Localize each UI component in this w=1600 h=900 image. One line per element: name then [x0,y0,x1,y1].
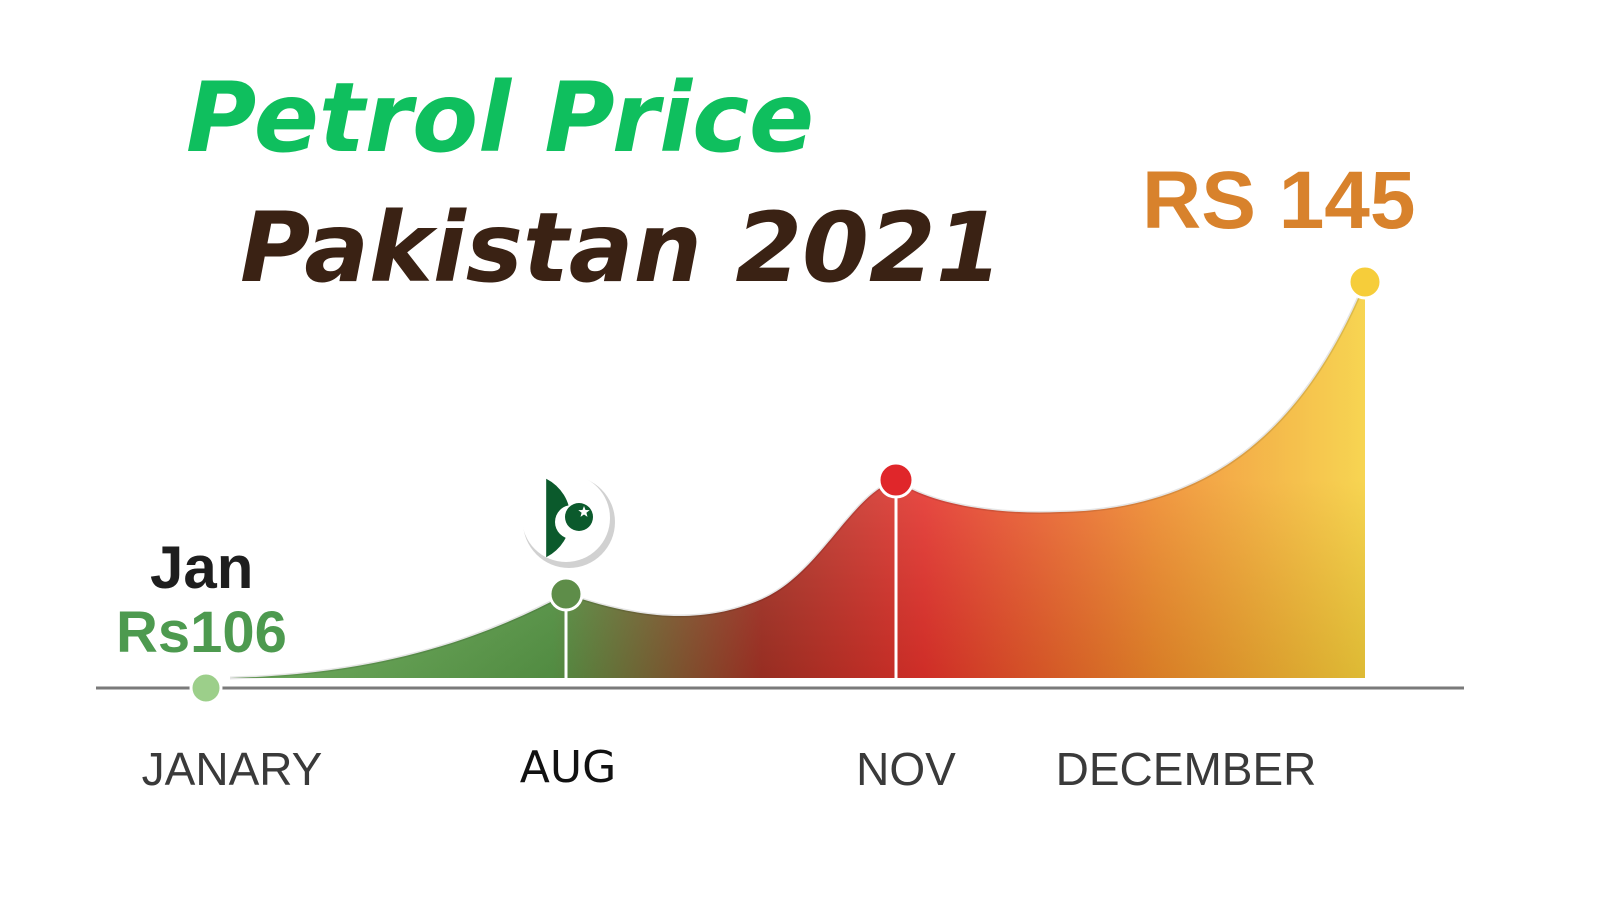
peak-value-label: RS 145 [1142,155,1416,246]
start-month-label: Jan [150,534,254,601]
data-point-december [1347,264,1383,300]
data-point-aug [548,576,584,612]
x-tick-label-aug: AUG [519,742,617,793]
price-area-shade [230,282,1365,678]
flag-star [578,506,590,517]
x-tick-label-nov: NOV [856,743,956,795]
chart-title: Petrol Price [186,62,815,174]
start-value-label: Rs106 [116,600,287,665]
x-tick-label-december: DECEMBER [1055,743,1317,795]
data-point-jan [189,671,223,705]
flag-crescent-inner [565,503,593,531]
price-line [229,281,1367,680]
data-point-nov [877,461,915,499]
chart-subtitle: Pakistan 2021 [240,192,1003,304]
x-tick-label-january: JANARY [141,743,323,795]
